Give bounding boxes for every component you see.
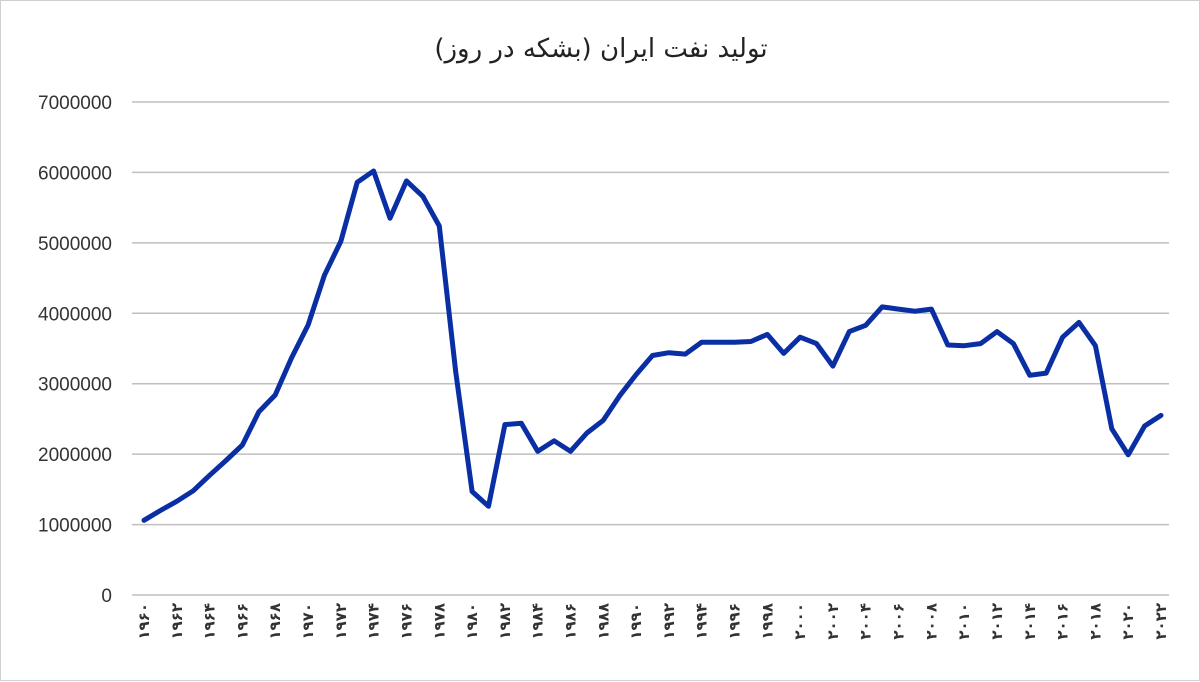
x-tick-label: ۱۹۹۶ <box>726 603 744 640</box>
y-tick-label: 0 <box>101 586 112 607</box>
x-tick-label: ۱۹۶۲ <box>168 603 186 640</box>
x-tick-label: ۲۰۱۰ <box>955 603 973 640</box>
y-tick-label: 1000000 <box>38 516 112 537</box>
y-tick-label: 5000000 <box>38 234 112 255</box>
series-layer <box>141 168 1164 523</box>
y-tick-label: 2000000 <box>38 445 112 466</box>
x-tick-label: ۲۰۱۸ <box>1086 603 1104 640</box>
x-tick-label: ۱۹۹۲ <box>660 603 678 640</box>
x-tick-label: ۱۹۹۰ <box>627 603 645 640</box>
x-tick-label: ۲۰۱۴ <box>1021 603 1039 640</box>
x-tick-label: ۱۹۷۶ <box>397 603 415 640</box>
y-tick-label: 4000000 <box>38 304 112 325</box>
chart-title: تولید نفت ایران (بشکه در روز) <box>434 34 767 64</box>
x-tick-label: ۱۹۷۰ <box>299 603 317 640</box>
x-tick-label: ۱۹۸۶ <box>561 603 579 640</box>
x-axis-tick-labels: ۱۹۶۰ ۱۹۶۲ ۱۹۶۴ ۱۹۶۶ ۱۹۶۸ ۱۹۷۰ ۱۹۷۲ ۱۹۷۴ ۱۹۷۶ ۱۹۷۸… <box>135 603 1170 640</box>
gridlines <box>132 101 1169 596</box>
y-axis-tick-labels: 0 1000000 2000000 3000000 4000000 5000000 6000… <box>38 93 112 607</box>
x-tick-label: ۲۰۱۶ <box>1054 603 1072 640</box>
series-line-0 <box>141 168 1164 523</box>
x-tick-label: ۱۹۶۴ <box>201 603 219 640</box>
x-tick-label: ۲۰۰۰ <box>791 603 809 640</box>
x-tick-label: ۱۹۶۶ <box>233 603 251 640</box>
x-tick-label: ۱۹۶۸ <box>266 603 284 640</box>
y-tick-label: 7000000 <box>38 93 112 114</box>
x-tick-label: ۱۹۶۰ <box>135 603 153 640</box>
x-tick-label: ۱۹۷۲ <box>332 603 350 640</box>
x-tick-label: ۲۰۰۲ <box>824 603 842 640</box>
x-tick-label: ۲۰۰۸ <box>922 603 940 640</box>
y-tick-label: 3000000 <box>38 375 112 396</box>
x-tick-label: ۱۹۸۲ <box>496 603 514 640</box>
y-tick-label: 6000000 <box>38 163 112 184</box>
x-tick-label: ۱۹۸۴ <box>529 603 547 640</box>
x-tick-label: ۱۹۸۸ <box>594 603 612 640</box>
x-tick-label: ۲۰۰۴ <box>857 603 875 640</box>
x-tick-label: ۱۹۷۸ <box>430 603 448 640</box>
x-tick-label: ۲۰۲۲ <box>1152 603 1170 640</box>
x-tick-label: ۲۰۰۶ <box>890 603 908 640</box>
x-tick-label: ۱۹۹۴ <box>693 603 711 640</box>
x-tick-label: ۲۰۲۰ <box>1119 603 1137 640</box>
x-tick-label: ۲۰۱۲ <box>988 603 1006 640</box>
x-tick-label: ۱۹۹۸ <box>758 603 776 640</box>
x-tick-label: ۱۹۷۴ <box>365 603 383 640</box>
x-tick-label: ۱۹۸۰ <box>463 603 481 640</box>
